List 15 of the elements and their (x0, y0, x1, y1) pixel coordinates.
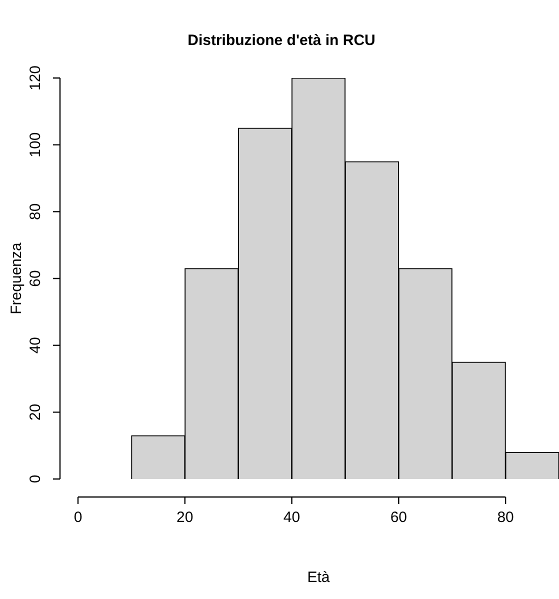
y-tick-label: 60 (27, 270, 44, 287)
x-tick-label: 40 (283, 509, 300, 526)
x-tick-label: 20 (176, 509, 194, 526)
x-axis-title: Età (307, 569, 330, 586)
y-tick-label: 80 (27, 203, 44, 220)
y-tick-label: 0 (27, 474, 44, 484)
y-tick-label: 40 (27, 336, 44, 354)
y-axis-title: Frequenza (8, 242, 26, 314)
x-tick-label: 60 (390, 509, 408, 526)
y-tick-label: 120 (27, 65, 44, 91)
chart-title: Distribuzione d'età in RCU (188, 32, 376, 50)
x-tick-label: 80 (497, 509, 514, 526)
y-tick-label: 20 (27, 404, 44, 421)
x-tick-label: 0 (74, 509, 82, 526)
y-tick-label: 100 (27, 132, 44, 158)
